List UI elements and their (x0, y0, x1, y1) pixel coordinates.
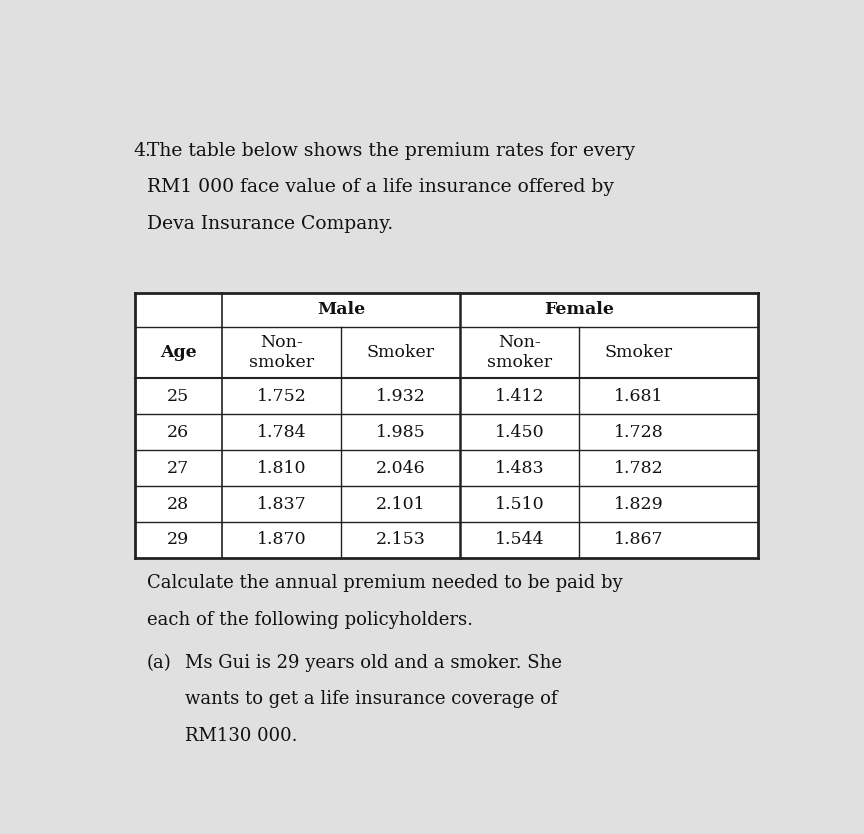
Text: Smoker: Smoker (366, 344, 435, 361)
Text: RM1 000 face value of a life insurance offered by: RM1 000 face value of a life insurance o… (147, 178, 613, 197)
Text: 2.101: 2.101 (376, 495, 425, 513)
Text: 1.728: 1.728 (614, 424, 664, 440)
Text: 1.782: 1.782 (614, 460, 664, 476)
Text: 29: 29 (167, 531, 189, 549)
Text: 4.: 4. (133, 142, 151, 160)
Text: 1.681: 1.681 (614, 388, 664, 404)
Text: Age: Age (160, 344, 197, 361)
Text: 28: 28 (168, 495, 189, 513)
Text: (a): (a) (147, 654, 172, 671)
Text: 1.784: 1.784 (257, 424, 306, 440)
Text: Non-
smoker: Non- smoker (249, 334, 314, 371)
Text: 1.837: 1.837 (257, 495, 307, 513)
Text: 1.867: 1.867 (614, 531, 664, 549)
Text: 1.544: 1.544 (495, 531, 544, 549)
Text: Calculate the annual premium needed to be paid by: Calculate the annual premium needed to b… (147, 574, 622, 592)
Text: Male: Male (317, 301, 365, 319)
Text: each of the following policyholders.: each of the following policyholders. (147, 610, 473, 629)
Text: 1.510: 1.510 (495, 495, 544, 513)
Text: 1.752: 1.752 (257, 388, 307, 404)
Text: 1.932: 1.932 (376, 388, 426, 404)
Text: 2.153: 2.153 (376, 531, 426, 549)
Text: Deva Insurance Company.: Deva Insurance Company. (147, 215, 393, 233)
Text: 2.046: 2.046 (376, 460, 425, 476)
Text: 1.985: 1.985 (376, 424, 425, 440)
Bar (135, 293, 758, 558)
Text: Non-
smoker: Non- smoker (487, 334, 552, 371)
Text: Ms Gui is 29 years old and a smoker. She: Ms Gui is 29 years old and a smoker. She (185, 654, 562, 671)
Text: 1.810: 1.810 (257, 460, 306, 476)
Text: 1.483: 1.483 (495, 460, 544, 476)
Text: 1.412: 1.412 (495, 388, 544, 404)
Text: 27: 27 (167, 460, 189, 476)
Text: 25: 25 (167, 388, 189, 404)
Text: 1.450: 1.450 (495, 424, 544, 440)
Text: The table below shows the premium rates for every: The table below shows the premium rates … (147, 142, 635, 160)
Text: wants to get a life insurance coverage of: wants to get a life insurance coverage o… (185, 691, 557, 708)
Text: 1.829: 1.829 (614, 495, 664, 513)
Text: 26: 26 (168, 424, 189, 440)
Text: Female: Female (544, 301, 614, 319)
Text: RM130 000.: RM130 000. (185, 727, 297, 745)
Text: 1.870: 1.870 (257, 531, 306, 549)
Text: Smoker: Smoker (605, 344, 673, 361)
